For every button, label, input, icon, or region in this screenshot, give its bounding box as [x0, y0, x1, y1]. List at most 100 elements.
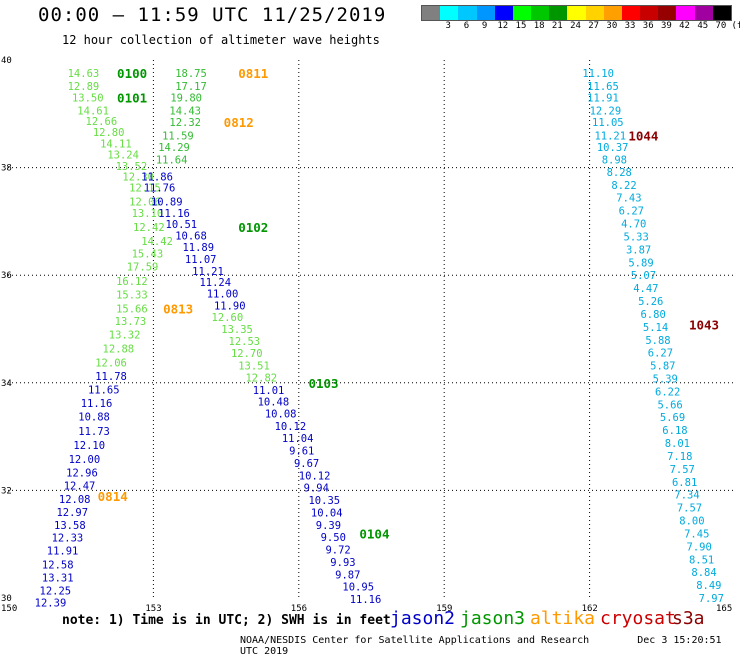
wave-height-value: 7.43 — [616, 193, 641, 205]
wave-height-value: 11.89 — [182, 242, 214, 254]
pass-time-label: 0103 — [308, 376, 338, 391]
color-scale-legend — [421, 5, 732, 21]
wave-height-value: 11.10 — [582, 68, 614, 80]
wave-height-value: 12.00 — [69, 454, 101, 466]
legend-label: 36 — [642, 21, 654, 31]
wave-height-value: 12.88 — [103, 343, 135, 355]
wave-height-value: 11.91 — [587, 93, 619, 105]
legend-label: 39 — [660, 21, 672, 31]
wave-height-value: 10.88 — [78, 412, 110, 424]
wave-height-value: 12.47 — [64, 481, 96, 493]
pass-time-label: 1043 — [689, 318, 719, 333]
longitude-label: 150 — [1, 604, 17, 614]
wave-height-value: 8.98 — [602, 155, 627, 167]
legend-label: 24 — [570, 21, 581, 31]
wave-height-value: 9.50 — [321, 532, 346, 544]
wave-height-value: 12.08 — [59, 494, 91, 506]
wave-height-value: 5.14 — [643, 322, 668, 334]
legend-label: 30 — [606, 21, 618, 31]
wave-height-value: 9.94 — [304, 483, 329, 495]
wave-height-value: 19.80 — [170, 93, 202, 105]
latitude-label: 36 — [1, 271, 12, 281]
wave-height-value: 13.51 — [238, 361, 270, 373]
legend-swatch — [694, 6, 713, 20]
wave-height-value: 9.87 — [335, 569, 360, 581]
pass-time-label: 0101 — [117, 91, 147, 106]
wave-height-value: 15.33 — [116, 290, 148, 302]
wave-height-value: 6.18 — [662, 425, 687, 437]
legend-swatch — [621, 6, 641, 20]
wave-height-value: 5.87 — [650, 361, 675, 373]
wave-height-value: 11.91 — [47, 546, 79, 558]
wave-height-value: 13.24 — [107, 150, 139, 162]
latitude-label: 32 — [1, 486, 12, 496]
wave-height-value: 12.33 — [52, 533, 84, 545]
wave-height-value: 11.00 — [207, 288, 239, 300]
wave-height-value: 14.61 — [77, 106, 109, 118]
legend-swatch — [422, 6, 441, 20]
credit-text: NOAA/NESDIS Center for Satellite Applica… — [240, 635, 590, 646]
legend-swatch — [676, 6, 695, 20]
wave-height-value: 9.67 — [294, 458, 319, 470]
wave-height-value: 10.89 — [151, 196, 183, 208]
page-subtitle: 12 hour collection of altimeter wave hei… — [62, 33, 380, 47]
legend-swatch — [567, 6, 586, 20]
pass-time-label: 0814 — [98, 489, 128, 504]
wave-height-value: 6.27 — [619, 206, 644, 218]
wave-height-value: 11.76 — [144, 183, 176, 195]
wave-height-value: 10.08 — [265, 408, 297, 420]
footer-note: note: 1) Time is in UTC; 2) SWH is in fe… — [62, 613, 391, 628]
wave-height-value: 12.29 — [590, 106, 622, 118]
wave-height-value: 10.12 — [299, 470, 331, 482]
latitude-label: 34 — [1, 379, 12, 389]
wave-height-value: 10.48 — [258, 397, 290, 409]
wave-height-value: 10.37 — [597, 142, 629, 154]
wave-height-value: 12.66 — [86, 116, 118, 128]
wave-height-value: 12.06 — [95, 357, 127, 369]
pass-time-label: 0102 — [238, 220, 268, 235]
wave-height-value: 7.18 — [667, 451, 692, 463]
satellite-legend-s3a: s3a — [672, 608, 705, 629]
legend-label: 45 — [697, 21, 709, 31]
wave-height-value: 11.16 — [158, 208, 190, 220]
legend-swatch — [440, 6, 459, 20]
pass-time-label: 0811 — [238, 66, 268, 81]
wave-height-value: 13.73 — [115, 316, 147, 328]
legend-label: 9 — [481, 21, 488, 31]
wave-height-value: 12.89 — [68, 81, 100, 93]
wave-height-value: 6.22 — [655, 386, 680, 398]
wave-height-value: 11.24 — [199, 277, 231, 289]
wave-height-value: 17.17 — [175, 81, 207, 93]
legend-label: 27 — [588, 21, 600, 31]
page-title: 00:00 – 11:59 UTC 11/25/2019 — [38, 4, 387, 26]
wave-height-value: 14.42 — [141, 236, 173, 248]
legend-label: 6 — [463, 21, 470, 31]
legend-label: 3 — [445, 21, 451, 31]
wave-height-value: 13.52 — [116, 161, 148, 173]
wave-height-value: 10.12 — [275, 421, 307, 433]
longitude-label: 153 — [145, 604, 161, 614]
longitude-label: 165 — [716, 604, 732, 614]
wave-height-value: 8.22 — [611, 180, 636, 192]
wave-height-value: 6.81 — [672, 477, 697, 489]
latitude-label: 40 — [1, 56, 12, 66]
wave-height-value: 5.39 — [653, 373, 678, 385]
wave-height-value: 7.90 — [687, 541, 712, 553]
wave-height-value: 13.32 — [109, 329, 141, 341]
wave-height-value: 11.04 — [282, 433, 314, 445]
satellite-legend-altika: altika — [530, 608, 596, 629]
legend-label: 12 — [497, 21, 509, 31]
legend-swatch — [603, 6, 622, 20]
wave-height-value: 12.58 — [42, 560, 74, 572]
wave-height-value: 13.10 — [132, 208, 164, 220]
wave-height-value: 12.70 — [231, 348, 263, 360]
legend-swatch — [512, 6, 532, 20]
wave-height-value: 11.86 — [141, 172, 173, 184]
wave-height-value: 15.43 — [132, 249, 164, 261]
wave-height-value: 11.05 — [592, 117, 624, 129]
legend-swatch — [658, 6, 677, 20]
latitude-label: 38 — [1, 164, 12, 174]
wave-height-value: 10.04 — [311, 507, 343, 519]
wave-height-value: 12.06 — [129, 196, 161, 208]
